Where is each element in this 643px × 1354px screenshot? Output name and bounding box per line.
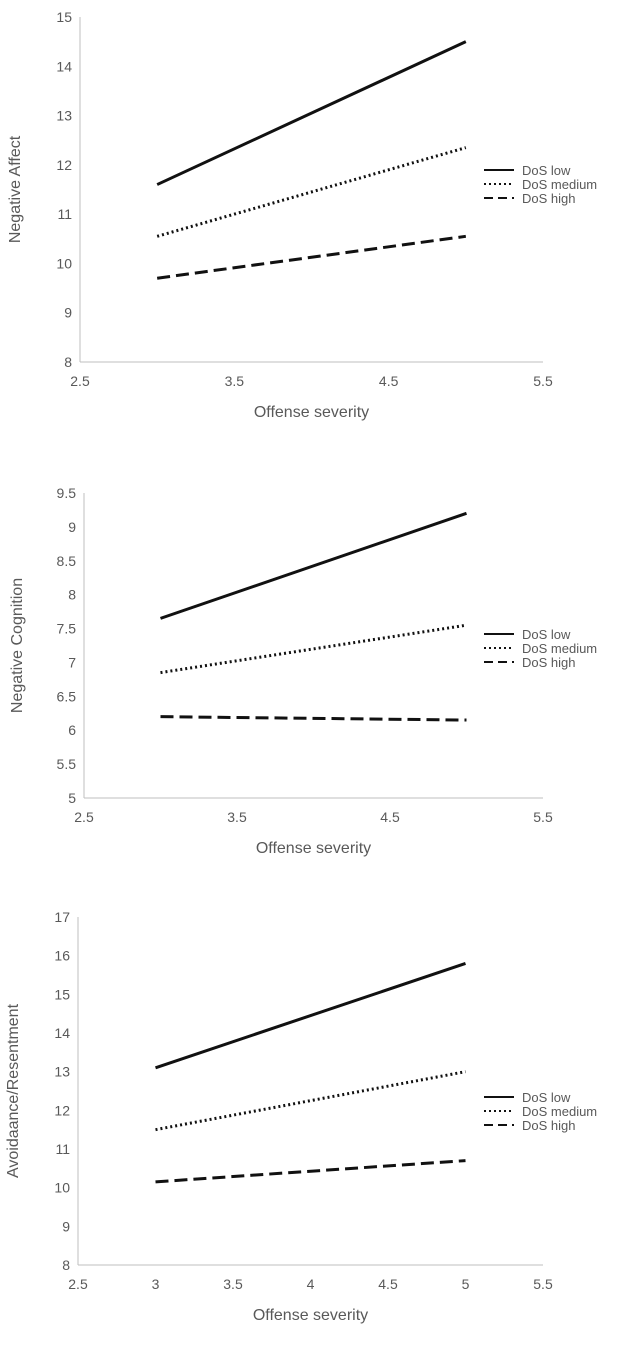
chart-3-y-tick-label: 9 [62, 1218, 70, 1234]
chart-3-y-tick-label: 11 [55, 1141, 70, 1157]
chart-3-series-line-solid [155, 961, 466, 1070]
chart-1-x-axis-title: Offense severity [254, 404, 369, 421]
chart-2-y-tick-label: 7.5 [57, 621, 77, 637]
chart-2-x-tick-label: 5.5 [533, 809, 553, 825]
chart-2-y-axis-title: Negative Cognition [9, 578, 26, 713]
chart-3-series-line-dotted [155, 1070, 466, 1132]
chart-3-x-tick-label: 3.5 [223, 1276, 243, 1292]
chart-2-series-line-dashed [160, 715, 467, 722]
chart-2-legend-label: DoS high [522, 655, 575, 670]
chart-1-legend-label: DoS medium [522, 177, 597, 192]
chart-1-legend-label: DoS low [522, 163, 571, 178]
chart-2-series-line-solid [160, 511, 467, 620]
chart-1-y-tick-label: 15 [56, 9, 72, 25]
chart-1-x-tick-label: 2.5 [70, 373, 90, 389]
chart-3-x-tick-label: 5 [462, 1276, 470, 1292]
chart-3-x-tick-label: 4.5 [378, 1276, 398, 1292]
chart-3-x-tick-label: 3 [152, 1276, 160, 1292]
chart-3-x-tick-label: 4 [307, 1276, 315, 1292]
chart-3-y-tick-label: 17 [54, 909, 70, 925]
chart-3-x-tick-label: 5.5 [533, 1276, 553, 1292]
chart-2-x-tick-label: 4.5 [380, 809, 400, 825]
chart-2-y-tick-label: 7 [68, 654, 76, 670]
chart-3-y-axis-title: Avoidaance/Resentment [5, 1003, 22, 1178]
chart-1-y-tick-label: 14 [56, 58, 72, 74]
chart-3-y-tick-label: 10 [54, 1180, 70, 1196]
chart-2-y-tick-label: 9 [68, 519, 76, 535]
chart-1-y-tick-label: 11 [57, 206, 72, 222]
chart-3-x-axis-title: Offense severity [253, 1307, 368, 1324]
chart-1-y-tick-label: 12 [56, 157, 72, 173]
chart-3-y-tick-label: 15 [54, 986, 70, 1002]
chart-3-y-tick-label: 14 [54, 1025, 70, 1041]
chart-1-y-tick-label: 10 [56, 255, 72, 271]
chart-2-y-tick-label: 6 [68, 722, 76, 738]
chart-2-y-tick-label: 5 [68, 790, 76, 806]
chart-3-legend-label: DoS high [522, 1118, 575, 1133]
chart-1-y-axis-title: Negative Affect [7, 135, 24, 243]
chart-1-series-line-dotted [156, 146, 467, 238]
chart-1-y-tick-label: 13 [56, 108, 72, 124]
chart-3-y-tick-label: 13 [54, 1064, 70, 1080]
chart-1-series-line-dashed [156, 234, 467, 280]
chart-2-y-tick-label: 6.5 [57, 688, 77, 704]
chart-3-legend-label: DoS medium [522, 1104, 597, 1119]
chart-1-x-tick-label: 4.5 [379, 373, 399, 389]
chart-2-y-tick-label: 8.5 [57, 553, 77, 569]
chart-1-series-line-solid [156, 40, 467, 186]
chart-1-x-tick-label: 3.5 [225, 373, 245, 389]
chart-2-x-tick-label: 3.5 [227, 809, 247, 825]
chart-1-y-tick-label: 8 [64, 354, 72, 370]
chart-1-x-tick-label: 5.5 [533, 373, 553, 389]
chart-3-y-tick-label: 12 [54, 1102, 70, 1118]
chart-3-legend-label: DoS low [522, 1090, 571, 1105]
chart-3-y-tick-label: 8 [62, 1257, 70, 1273]
chart-3-y-tick-label: 16 [54, 948, 70, 964]
chart-2-legend-label: DoS low [522, 627, 571, 642]
chart-2-x-axis-title: Offense severity [256, 840, 371, 857]
chart-2-y-tick-label: 5.5 [57, 756, 77, 772]
chart-2-series-line-dotted [160, 623, 467, 675]
chart-1-legend-label: DoS high [522, 191, 575, 206]
chart-1-y-tick-label: 9 [64, 305, 72, 321]
chart-2-x-tick-label: 2.5 [74, 809, 94, 825]
chart-2-y-tick-label: 8 [68, 587, 76, 603]
chart-3-series-line-dashed [155, 1159, 466, 1184]
chart-3-x-tick-label: 2.5 [68, 1276, 88, 1292]
chart-2-y-tick-label: 9.5 [57, 485, 77, 501]
chart-2-legend-label: DoS medium [522, 641, 597, 656]
